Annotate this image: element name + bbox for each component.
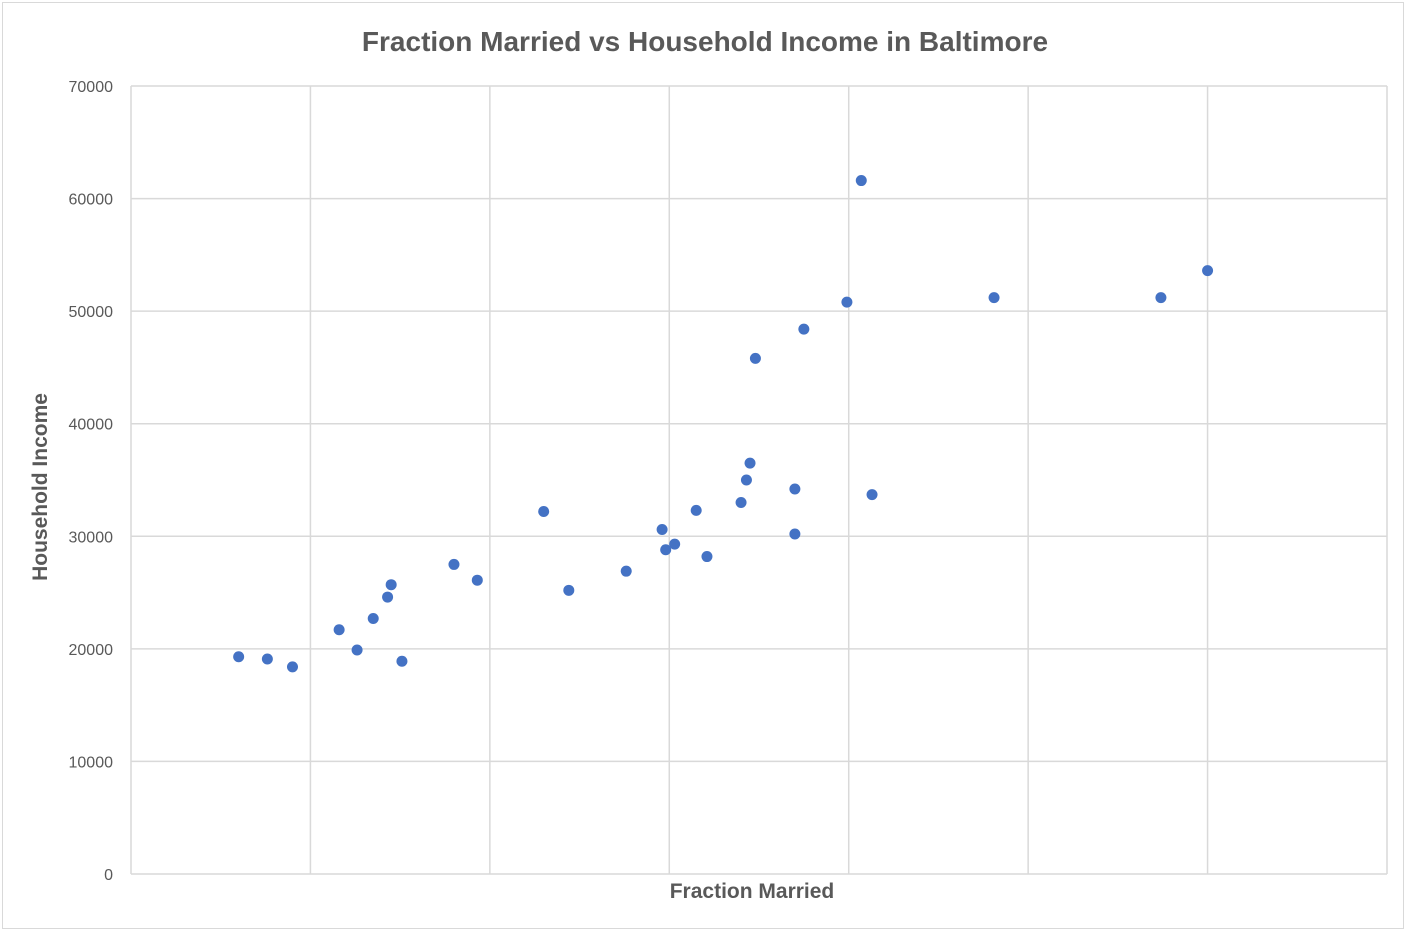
data-point — [286, 661, 298, 673]
y-axis-tick-labels: 0 10000 20000 30000 40000 50000 60000 70000 — [69, 79, 114, 884]
data-point — [396, 655, 408, 667]
data-point — [563, 584, 575, 596]
data-point — [620, 565, 632, 577]
data-point — [789, 483, 801, 495]
data-point — [233, 651, 245, 663]
data-point — [735, 497, 747, 509]
y-tick-label: 30000 — [69, 529, 114, 546]
data-point — [798, 323, 810, 335]
y-axis-title: Household Income — [29, 393, 52, 581]
scatter-chart: 0 10000 20000 30000 40000 50000 60000 70000 Fra… — [29, 26, 1388, 903]
data-point — [1155, 292, 1167, 304]
data-point — [701, 551, 713, 563]
data-point — [855, 175, 867, 187]
data-point — [866, 489, 878, 501]
y-tick-label: 70000 — [69, 79, 114, 96]
data-point — [656, 524, 668, 536]
data-point — [448, 558, 460, 570]
data-point — [841, 296, 853, 308]
x-axis-title: Fraction Married — [670, 880, 835, 903]
data-point — [660, 544, 672, 556]
data-point — [367, 612, 379, 624]
y-tick-label: 0 — [104, 867, 113, 884]
data-point — [749, 352, 761, 364]
data-point — [261, 653, 273, 665]
data-point — [690, 504, 702, 516]
data-point — [382, 591, 394, 603]
y-tick-label: 40000 — [69, 417, 114, 434]
data-point — [740, 474, 752, 486]
chart-title: Fraction Married vs Household Income in … — [362, 26, 1048, 57]
y-tick-label: 50000 — [69, 304, 114, 321]
data-points — [233, 175, 1214, 673]
data-point — [333, 624, 345, 636]
data-point — [351, 644, 363, 656]
data-point — [988, 292, 1000, 304]
y-tick-label: 20000 — [69, 642, 114, 659]
y-tick-label: 60000 — [69, 192, 114, 209]
data-point — [744, 457, 756, 469]
data-point — [1202, 265, 1214, 277]
data-point — [538, 506, 550, 518]
data-point — [789, 528, 801, 540]
data-point — [471, 574, 483, 586]
gridlines — [130, 85, 1388, 875]
data-point — [385, 579, 397, 591]
data-point — [669, 538, 681, 550]
y-tick-label: 10000 — [69, 754, 114, 771]
